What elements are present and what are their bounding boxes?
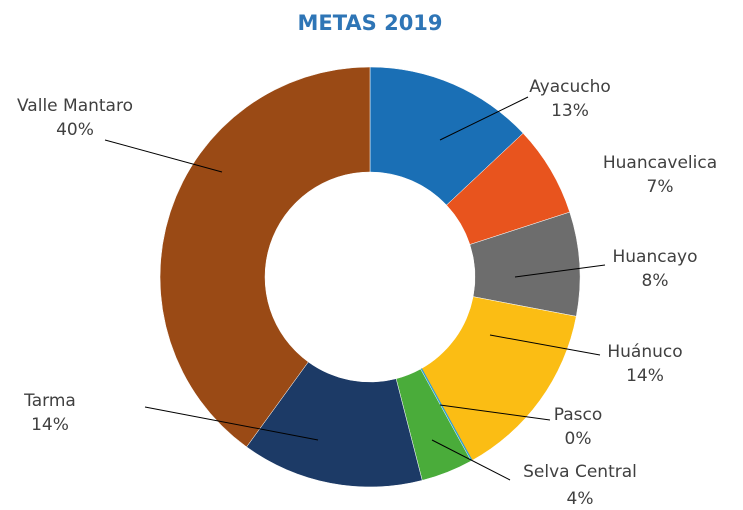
value-label: 8% — [642, 271, 669, 291]
leader-line — [439, 404, 551, 421]
value-label: 7% — [647, 177, 674, 197]
slice-label: Huancavelica — [603, 153, 717, 173]
slice — [246, 361, 423, 488]
slice-label: Huánuco — [607, 342, 682, 362]
leader-line — [104, 139, 223, 173]
value-label: 14% — [31, 415, 69, 435]
value-label: 13% — [551, 101, 589, 121]
value-label: 4% — [567, 489, 594, 509]
value-label: 14% — [626, 366, 664, 386]
leader-line — [144, 406, 319, 441]
slice — [159, 66, 371, 448]
slice-label: Huancayo — [613, 247, 698, 267]
leader-line — [431, 439, 511, 481]
value-label: 40% — [56, 120, 94, 140]
slice — [420, 296, 577, 462]
value-label: 0% — [565, 429, 592, 449]
slice-label: Selva Central — [523, 462, 637, 482]
chart-title: METAS 2019 — [297, 11, 442, 35]
leader-line — [439, 96, 529, 141]
slice-label: Ayacucho — [529, 77, 611, 97]
leader-line — [489, 334, 601, 356]
slice-label: Pasco — [554, 405, 603, 425]
leader-line — [514, 264, 606, 278]
slice-label: Tarma — [23, 391, 76, 411]
slice-label: Valle Mantaro — [17, 96, 133, 116]
